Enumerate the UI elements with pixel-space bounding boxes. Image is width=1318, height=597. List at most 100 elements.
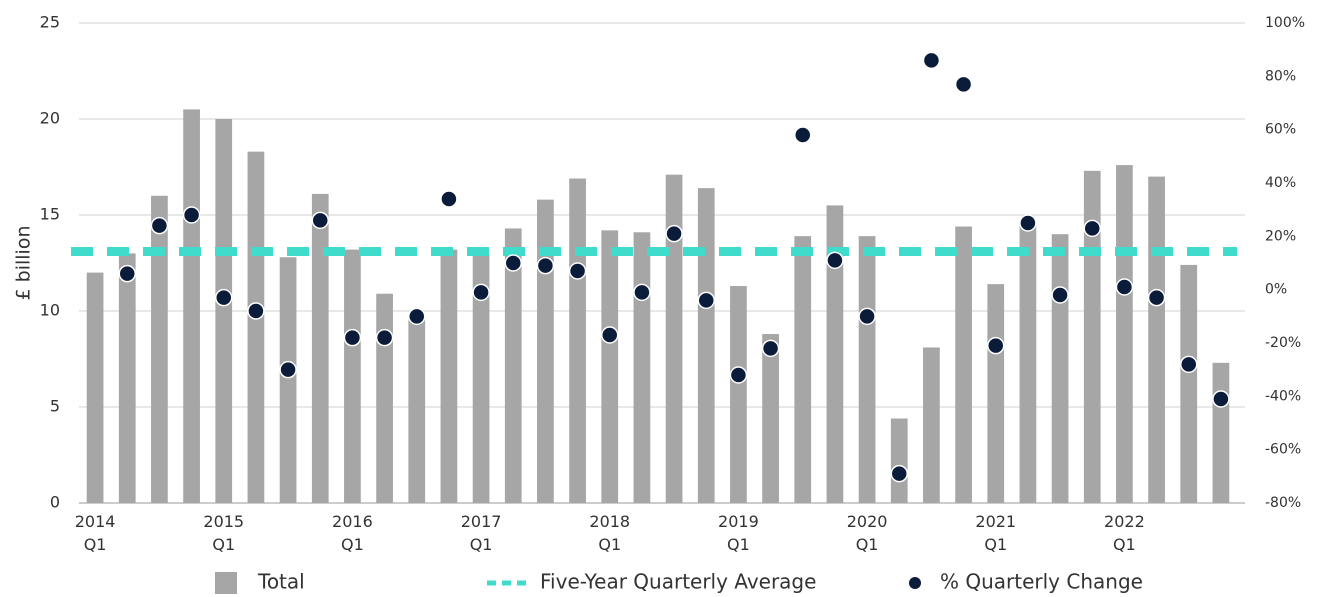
y-tick-label: 0 [50, 493, 60, 512]
dot [504, 254, 522, 272]
bar [826, 205, 844, 503]
dot [954, 75, 973, 94]
dot [279, 360, 297, 379]
dot [118, 264, 136, 283]
dot [1083, 219, 1101, 238]
bar [794, 236, 812, 503]
dot [1180, 355, 1198, 374]
y2-tick-label: 80% [1265, 68, 1296, 84]
dot [633, 283, 651, 302]
legend-swatch [215, 572, 237, 594]
bar [537, 199, 554, 503]
bar [858, 236, 876, 503]
dot [665, 224, 683, 243]
dot [858, 307, 876, 326]
legend-label: Total [257, 570, 305, 594]
y2-tick-label: -20% [1265, 335, 1301, 351]
dot [794, 126, 812, 144]
bar [151, 195, 168, 504]
bar [697, 188, 715, 503]
bar [1180, 264, 1198, 503]
y-tick-label: 5 [50, 397, 60, 416]
dot [1212, 390, 1230, 408]
y2-tick-label: 100% [1265, 15, 1305, 31]
legend-swatch [909, 577, 921, 589]
y2-tick-label: -40% [1265, 388, 1301, 404]
dot [601, 326, 619, 344]
x-tick-label: 2015 Q1 [203, 512, 244, 554]
x-tick-label: 2016 Q1 [332, 512, 373, 554]
x-tick-label: 2019 Q1 [718, 512, 759, 554]
bar [633, 232, 651, 503]
y2-tick-label: 60% [1265, 122, 1296, 138]
dot [568, 262, 587, 280]
bar [344, 249, 361, 503]
dot [987, 336, 1005, 355]
bar [183, 109, 200, 504]
bar [762, 334, 779, 503]
bar [376, 293, 393, 503]
dot [247, 302, 265, 320]
bar [118, 253, 136, 503]
bar [1148, 176, 1165, 503]
bar [923, 347, 940, 503]
dot [536, 256, 555, 275]
x-tick-label: 2022 Q1 [1104, 512, 1145, 554]
dot [215, 288, 233, 307]
bar [1019, 224, 1037, 503]
dot [150, 216, 169, 235]
legend-label: Five-Year Quarterly Average [540, 570, 816, 594]
bar [987, 284, 1005, 503]
y-tick-label: 25 [40, 13, 60, 32]
dot [1115, 278, 1134, 296]
y2-tick-label: 40% [1265, 175, 1296, 191]
y2-tick-label: -60% [1265, 442, 1301, 458]
dot [890, 464, 908, 483]
x-tick-label: 2021 Q1 [975, 512, 1016, 554]
dot [1051, 286, 1069, 304]
y-tick-label: 20 [40, 109, 60, 128]
y2-tick-label: 0% [1265, 282, 1287, 298]
bar [408, 316, 426, 503]
legend-label: % Quarterly Change [940, 570, 1143, 594]
dot [729, 366, 748, 384]
bar [247, 151, 265, 503]
dot [440, 190, 458, 208]
bar [890, 418, 908, 503]
dot [472, 283, 490, 302]
dot [408, 307, 426, 326]
dot [697, 291, 715, 310]
bar [1212, 362, 1230, 503]
x-tick-label: 2018 Q1 [589, 512, 630, 554]
dot [343, 328, 362, 347]
bar [1116, 165, 1133, 503]
bar [279, 257, 297, 503]
x-tick-label: 2017 Q1 [461, 512, 502, 554]
dot [1147, 288, 1166, 307]
bar [311, 193, 329, 503]
dot [182, 206, 201, 224]
bar [215, 119, 233, 503]
bar [1051, 234, 1069, 503]
dot [826, 251, 844, 270]
bar [569, 178, 586, 503]
bar [504, 228, 522, 503]
bar [601, 230, 619, 504]
x-tick-label: 2014 Q1 [75, 512, 116, 554]
bar [472, 255, 490, 503]
bar [440, 249, 458, 503]
bar [665, 174, 683, 503]
dot [375, 328, 394, 347]
bar [730, 286, 747, 503]
y2-tick-label: 20% [1265, 228, 1296, 244]
x-tick-label: 2020 Q1 [847, 512, 888, 554]
dot [311, 211, 329, 230]
y-tick-label: 10 [40, 301, 60, 320]
y-axis-label: £ billion [13, 226, 35, 301]
y2-tick-label: -80% [1265, 495, 1301, 511]
bar [86, 272, 104, 503]
bar [955, 226, 972, 503]
dot [1019, 214, 1037, 232]
dot [761, 339, 780, 358]
